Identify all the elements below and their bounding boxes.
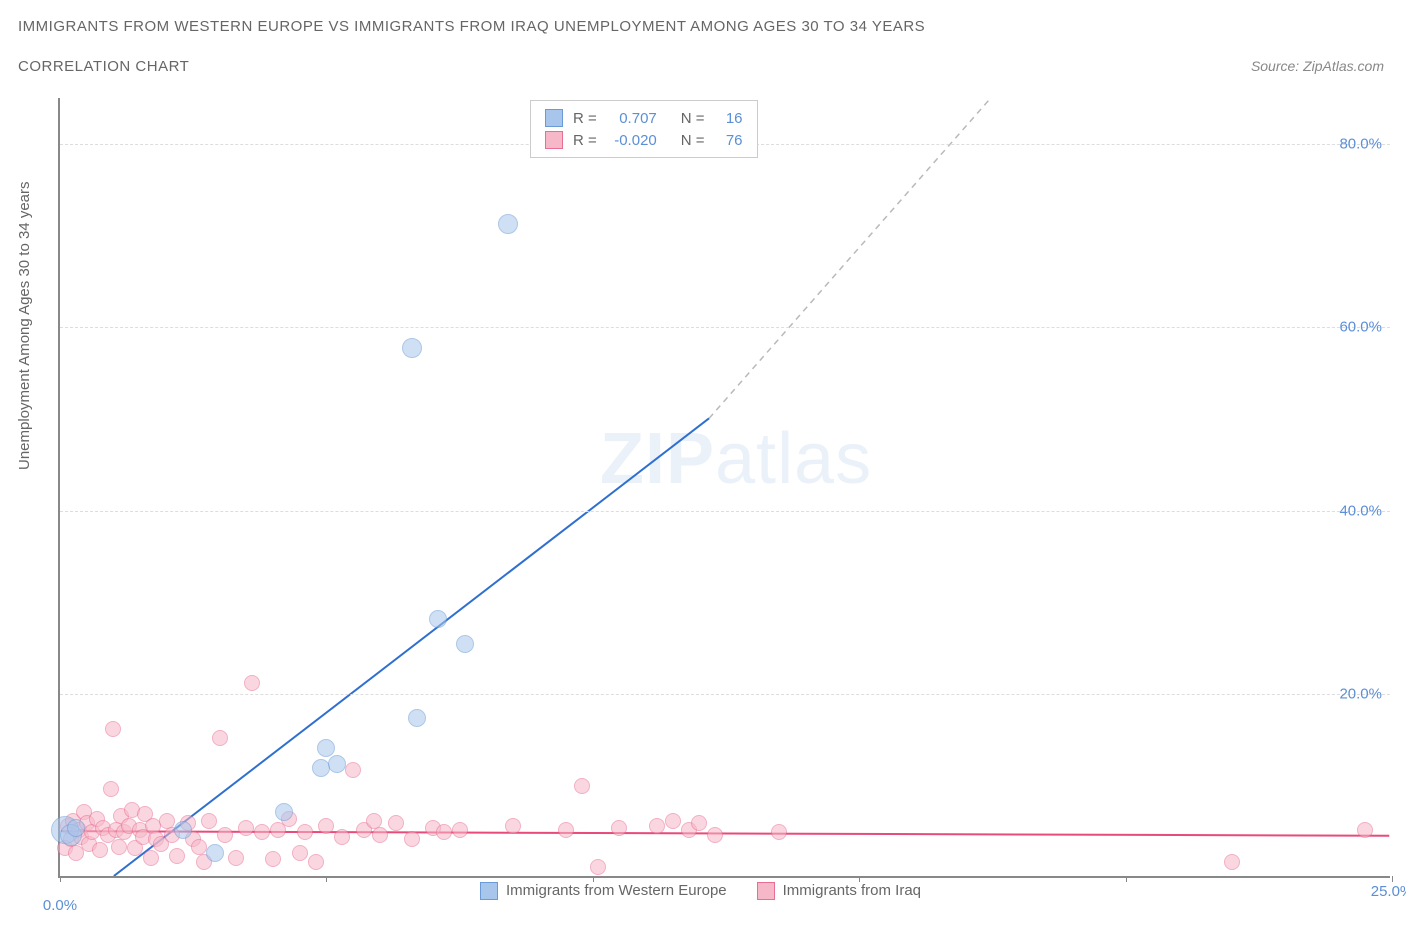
x-tick-mark <box>60 876 61 882</box>
data-point <box>574 778 590 794</box>
y-tick-label: 20.0% <box>1339 686 1382 703</box>
gridline-h <box>60 694 1390 695</box>
x-tick-mark <box>1126 876 1127 882</box>
series-legend: Immigrants from Western Europe Immigrants… <box>480 882 921 900</box>
gridline-h <box>60 327 1390 328</box>
data-point <box>388 815 404 831</box>
data-point <box>372 827 388 843</box>
x-tick-mark <box>1392 876 1393 882</box>
data-point <box>103 781 119 797</box>
data-point <box>254 824 270 840</box>
data-point <box>265 851 281 867</box>
x-tick-label: 25.0% <box>1371 883 1406 900</box>
legend-n-label: N = <box>681 110 705 127</box>
data-point <box>707 827 723 843</box>
data-point <box>67 819 85 837</box>
data-point <box>174 821 192 839</box>
legend-r-label: R = <box>573 132 597 149</box>
legend-n-label: N = <box>681 132 705 149</box>
gridline-h <box>60 511 1390 512</box>
legend-n-value: 16 <box>715 110 743 127</box>
data-point <box>771 824 787 840</box>
data-point <box>292 845 308 861</box>
data-point <box>456 635 474 653</box>
chart-subtitle: CORRELATION CHART <box>18 58 189 75</box>
data-point <box>92 842 108 858</box>
data-point <box>345 762 361 778</box>
data-point <box>429 610 447 628</box>
data-point <box>143 850 159 866</box>
legend-r-value: -0.020 <box>607 132 657 149</box>
legend-series-label: Immigrants from Western Europe <box>506 882 727 899</box>
data-point <box>317 739 335 757</box>
data-point <box>1224 854 1240 870</box>
data-point <box>691 815 707 831</box>
legend-n-value: 76 <box>715 132 743 149</box>
data-point <box>498 214 518 234</box>
y-axis-label: Unemployment Among Ages 30 to 34 years <box>16 181 33 470</box>
data-point <box>505 818 521 834</box>
data-point <box>238 820 254 836</box>
legend-swatch <box>545 131 563 149</box>
trend-lines <box>60 98 1390 876</box>
correlation-legend: R = 0.707 N = 16 R = -0.020 N = 76 <box>530 100 758 158</box>
watermark-bold: ZIP <box>600 419 715 499</box>
legend-r-value: 0.707 <box>607 110 657 127</box>
data-point <box>105 721 121 737</box>
data-point <box>228 850 244 866</box>
y-tick-label: 60.0% <box>1339 319 1382 336</box>
source-attribution: Source: ZipAtlas.com <box>1251 58 1384 74</box>
data-point <box>408 709 426 727</box>
y-tick-label: 80.0% <box>1339 135 1382 152</box>
data-point <box>318 818 334 834</box>
legend-series-label: Immigrants from Iraq <box>783 882 921 899</box>
x-tick-label: 0.0% <box>43 897 77 914</box>
data-point <box>169 848 185 864</box>
data-point <box>206 844 224 862</box>
data-point <box>334 829 350 845</box>
data-point <box>191 839 207 855</box>
legend-swatch <box>480 882 498 900</box>
data-point <box>402 338 422 358</box>
data-point <box>201 813 217 829</box>
data-point <box>244 675 260 691</box>
y-tick-label: 40.0% <box>1339 502 1382 519</box>
data-point <box>217 827 233 843</box>
data-point <box>452 822 468 838</box>
data-point <box>558 822 574 838</box>
data-point <box>649 818 665 834</box>
data-point <box>328 755 346 773</box>
data-point <box>590 859 606 875</box>
data-point <box>275 803 293 821</box>
x-tick-mark <box>326 876 327 882</box>
watermark: ZIPatlas <box>600 418 872 500</box>
data-point <box>611 820 627 836</box>
watermark-light: atlas <box>715 419 872 499</box>
plot-area: ZIPatlas 20.0%40.0%60.0%80.0%0.0%25.0%R … <box>58 98 1390 878</box>
data-point <box>212 730 228 746</box>
data-point <box>308 854 324 870</box>
legend-swatch <box>545 109 563 127</box>
chart-title: IMMIGRANTS FROM WESTERN EUROPE VS IMMIGR… <box>18 18 925 35</box>
data-point <box>436 824 452 840</box>
data-point <box>404 831 420 847</box>
legend-r-label: R = <box>573 110 597 127</box>
data-point <box>1357 822 1373 838</box>
data-point <box>665 813 681 829</box>
data-point <box>297 824 313 840</box>
legend-swatch <box>757 882 775 900</box>
data-point <box>111 839 127 855</box>
